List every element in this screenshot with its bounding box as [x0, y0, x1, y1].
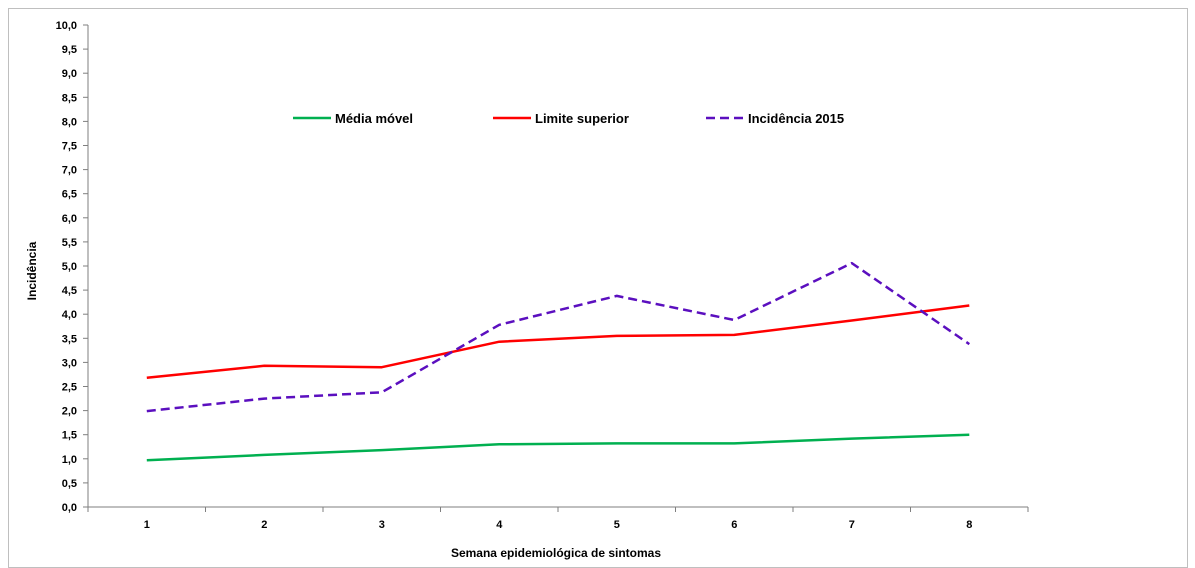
x-tick-label: 6 — [731, 519, 737, 531]
y-tick-label: 5,0 — [62, 261, 77, 273]
y-tick-label: 0,5 — [62, 478, 77, 490]
y-tick-label: 3,0 — [62, 357, 77, 369]
x-tick-label: 4 — [496, 519, 503, 531]
y-tick-label: 2,5 — [62, 382, 77, 394]
y-tick-label: 2,0 — [62, 406, 77, 418]
y-tick-label: 4,0 — [62, 309, 77, 321]
legend-label-3: Incidência 2015 — [748, 111, 844, 126]
x-tick-label: 2 — [261, 519, 267, 531]
legend-label-2: Limite superior — [535, 111, 629, 126]
y-tick-label: 9,0 — [62, 68, 77, 80]
y-tick-label: 10,0 — [56, 20, 77, 32]
series-line-1 — [146, 433, 970, 462]
y-tick-label: 8,0 — [62, 116, 77, 128]
y-tick-label: 1,0 — [62, 454, 77, 466]
x-tick-label: 7 — [849, 519, 855, 531]
y-tick-label: 9,5 — [62, 44, 77, 56]
series-line-2 — [146, 304, 970, 380]
x-axis-title: Semana epidemiológica de sintomas — [451, 546, 661, 560]
legend-label-1: Média móvel — [335, 111, 413, 126]
series-line-3 — [146, 261, 971, 413]
y-tick-label: 4,5 — [62, 285, 77, 297]
x-axis: 1 2 3 4 5 6 7 8 — [87, 506, 1029, 531]
y-tick-label: 7,5 — [62, 141, 77, 153]
y-tick-label: 8,5 — [62, 92, 77, 104]
y-tick-label: 1,5 — [62, 430, 77, 442]
y-tick-label: 7,0 — [62, 165, 77, 177]
x-tick-label: 3 — [379, 519, 385, 531]
legend: Média móvel Limite superior Incidência 201… — [293, 111, 844, 126]
y-axis-title: Incidência — [25, 241, 39, 300]
y-axis: 0,0 0,5 1,0 1,5 2,0 2,5 3,0 3,5 4,0 4,5 5,0 5,5 6,0 6… — [56, 20, 89, 514]
x-tick-label: 8 — [966, 519, 972, 531]
x-tick-label: 5 — [614, 519, 620, 531]
x-tick-label: 1 — [144, 519, 150, 531]
y-tick-label: 5,5 — [62, 237, 77, 249]
y-tick-label: 6,0 — [62, 213, 77, 225]
y-tick-label: 3,5 — [62, 333, 77, 345]
series-layer — [146, 261, 971, 462]
y-tick-label: 0,0 — [62, 502, 77, 514]
chart-frame — [8, 8, 1188, 568]
y-tick-label: 6,5 — [62, 189, 77, 201]
